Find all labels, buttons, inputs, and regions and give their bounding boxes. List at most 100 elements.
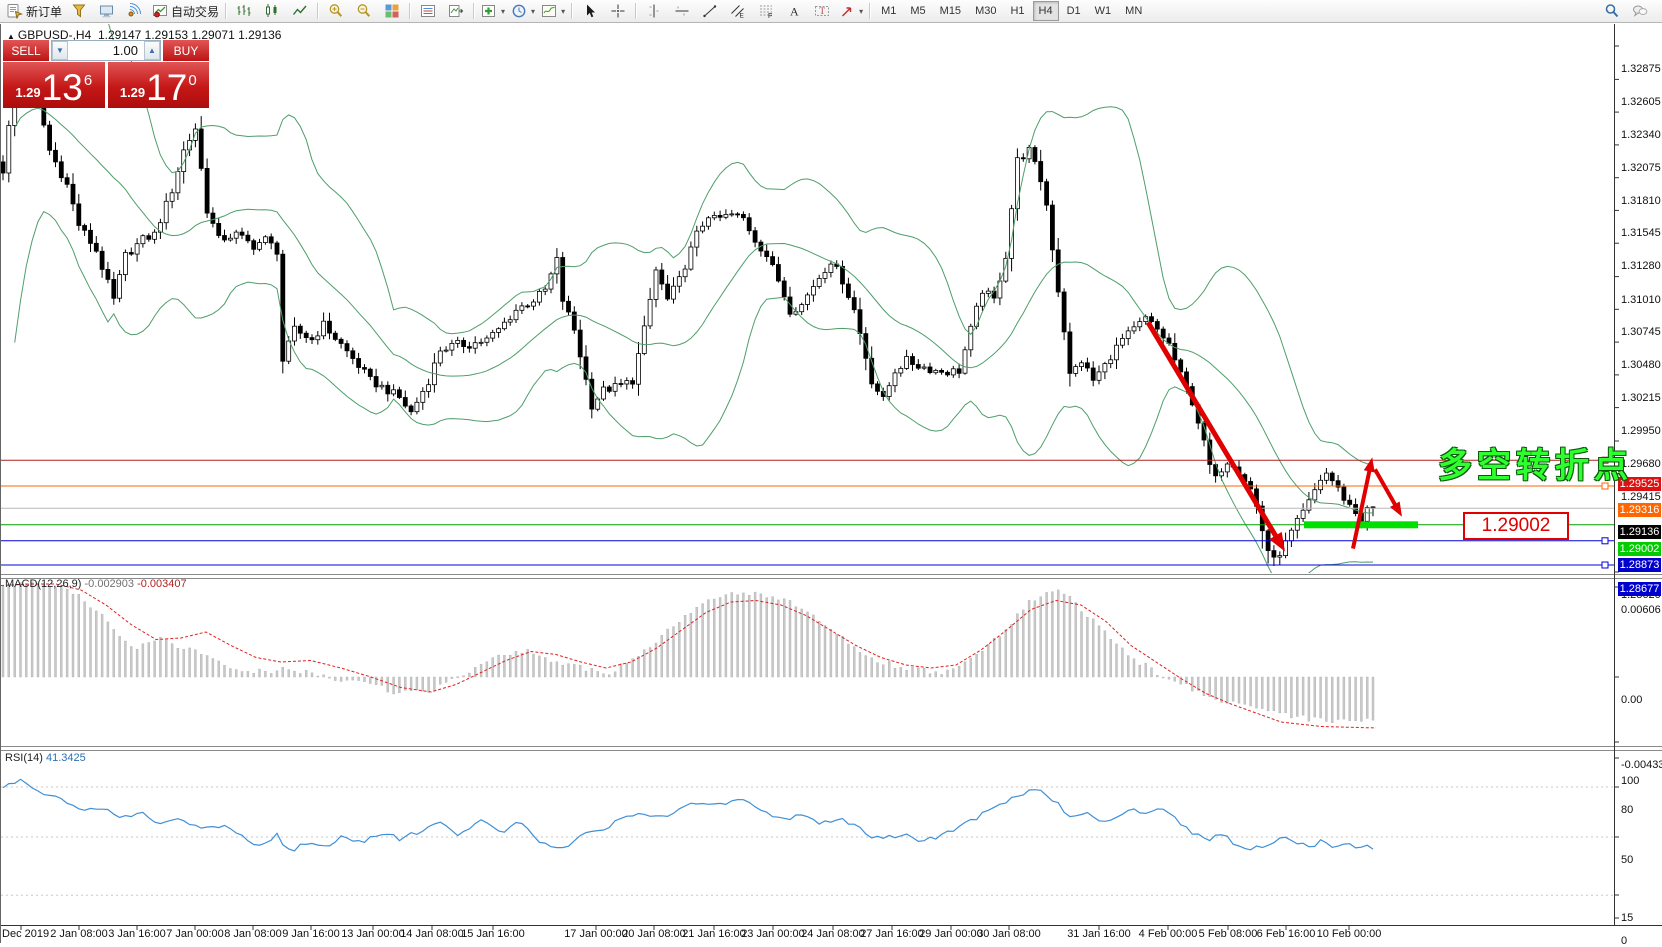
text-tool-button[interactable]: A xyxy=(780,0,808,22)
timeframe-mn-button[interactable]: MN xyxy=(1125,5,1143,17)
toolbar-separator xyxy=(225,3,228,19)
arrows_tool-icon xyxy=(842,7,852,17)
add-indicator-button[interactable]: ▾ xyxy=(478,0,508,22)
price-tick-label: 1.30745 xyxy=(1621,326,1661,339)
timeframe-m30-button[interactable]: M30 xyxy=(975,5,997,17)
search-button[interactable] xyxy=(1598,0,1626,22)
time-axis-label: 1 Dec 2019 xyxy=(0,928,50,940)
macd-signal-value: -0.003407 xyxy=(137,578,187,590)
level-price-badge: 1.29525 xyxy=(1618,477,1661,492)
time-axis-label: 17 Jan 00:00 xyxy=(564,928,628,940)
buy-button[interactable]: BUY xyxy=(163,40,209,61)
macd-main-value: -0.002903 xyxy=(84,578,135,590)
timeframe-w1-button[interactable]: W1 xyxy=(1094,5,1112,17)
zoom_in-icon xyxy=(329,4,343,17)
candle_chart-icon xyxy=(266,4,277,17)
volume-decrease-button[interactable]: ▼ xyxy=(52,41,68,60)
timeframe-h4-button[interactable]: H4 xyxy=(1032,1,1059,21)
timeframe-m5-button[interactable]: M5 xyxy=(910,5,926,17)
toolbar-separator xyxy=(869,3,872,19)
volume-increase-button[interactable]: ▲ xyxy=(144,41,160,60)
equidistant-channel-tool-button[interactable]: E xyxy=(724,0,752,22)
symbol-period-label: GBPUSD-,H4 xyxy=(17,28,92,42)
macd-axis-label: 0.00606 xyxy=(1621,604,1661,616)
templates-button[interactable]: ▾ xyxy=(538,0,568,22)
rsi-axis-label: 15 xyxy=(1621,912,1634,924)
sell-button[interactable]: SELL xyxy=(3,40,49,61)
time-axis-label: 31 Jan 16:00 xyxy=(1067,928,1131,940)
bar-chart-mode-button[interactable] xyxy=(230,0,258,22)
candlestick-mode-button[interactable] xyxy=(258,0,286,22)
time-axis-label: 20 Jan 08:00 xyxy=(622,928,686,940)
cursor-tool-button[interactable] xyxy=(576,0,604,22)
turning-point-annotation[interactable]: 多空转折点 xyxy=(1438,447,1633,485)
price-tick-label: 1.29950 xyxy=(1621,424,1661,437)
bid-big-digits: 13 xyxy=(41,67,83,108)
time-axis-label: 9 Jan 16:00 xyxy=(282,928,340,940)
dropdown-arrow-icon[interactable]: ▾ xyxy=(859,6,864,16)
price-tick-label: 1.32075 xyxy=(1621,161,1661,174)
chat-button[interactable] xyxy=(1626,0,1654,22)
level-price-badge: 1.29316 xyxy=(1618,502,1661,517)
ask-sup-digit: 0 xyxy=(188,72,197,89)
dropdown-arrow-icon[interactable]: ▾ xyxy=(531,6,536,16)
horizontal-line-tool-button[interactable] xyxy=(668,0,696,22)
rsi-value: 41.3425 xyxy=(45,752,86,764)
line-chart-mode-button[interactable] xyxy=(286,0,314,22)
signals-button[interactable] xyxy=(121,0,149,22)
dropdown-arrow-icon[interactable]: ▾ xyxy=(561,6,566,16)
crosshair-tool-button[interactable] xyxy=(604,0,632,22)
text-label-tool-button[interactable]: T xyxy=(808,0,836,22)
chart-canvas[interactable] xyxy=(1,24,1662,943)
level-price-badge: 1.29002 xyxy=(1618,541,1661,556)
time-axis-label: 29 Jan 00:00 xyxy=(919,928,983,940)
periods-button[interactable]: ▾ xyxy=(508,0,538,22)
timeframe-h1-button[interactable]: H1 xyxy=(1010,5,1025,17)
price-tick-label: 1.30215 xyxy=(1621,391,1661,404)
ask-prefix: 1.29 xyxy=(119,85,146,100)
fibonacci-tool-button[interactable]: F xyxy=(752,0,780,22)
support-price-label[interactable]: 1.29002 xyxy=(1463,512,1569,540)
timeframe-m1-button[interactable]: M1 xyxy=(881,5,897,17)
search-icon xyxy=(1605,4,1619,18)
auto-trading-button[interactable]: 自动交易 xyxy=(149,0,222,22)
toolbar-separator xyxy=(571,3,574,19)
price-tick-label: 1.32875 xyxy=(1621,63,1661,75)
time-axis-label: 13 Jan 00:00 xyxy=(341,928,405,940)
price-tick-label: 1.29680 xyxy=(1621,457,1661,470)
toolbar-separator xyxy=(473,3,476,19)
zoom-in-button[interactable] xyxy=(322,0,350,22)
indicator-window-button[interactable] xyxy=(414,0,442,22)
arrows-tool-button[interactable]: ▾ xyxy=(836,0,866,22)
terminal-icon xyxy=(100,5,114,18)
chart-shift-button[interactable] xyxy=(442,0,470,22)
macd-axis-label: -0.004334 xyxy=(1621,759,1662,771)
svg-text:F: F xyxy=(768,13,772,19)
volume-field[interactable]: ▼ 1.00 ▲ xyxy=(51,40,161,61)
open-data-folder-button[interactable] xyxy=(65,0,93,22)
time-axis-label: 3 Jan 16:00 xyxy=(108,928,166,940)
time-axis-label: 21 Jan 16:00 xyxy=(682,928,746,940)
text_label-icon: T xyxy=(815,6,830,16)
macd-indicator-label: MACD(12,26,9) -0.002903 -0.003407 xyxy=(5,578,187,590)
new-order-button[interactable]: 新订单 xyxy=(4,0,65,22)
vertical-line-tool-button[interactable] xyxy=(640,0,668,22)
crosshair-icon xyxy=(611,4,625,18)
dropdown-arrow-icon[interactable]: ▾ xyxy=(501,6,506,16)
bid-price-box[interactable]: 1.29 13 6 xyxy=(3,62,105,108)
tile-windows-button[interactable] xyxy=(378,0,406,22)
zoom-out-button[interactable] xyxy=(350,0,378,22)
timeframe-d1-button[interactable]: D1 xyxy=(1066,5,1081,17)
chat-icon xyxy=(1633,5,1648,17)
chart-window[interactable]: ▲ GBPUSD-,H4 1.29147 1.29153 1.29071 1.29… xyxy=(0,24,1662,947)
toolbar-separator xyxy=(409,3,412,19)
timeframe-m15-button[interactable]: M15 xyxy=(939,5,962,17)
volume-value[interactable]: 1.00 xyxy=(112,43,138,58)
ask-price-box[interactable]: 1.29 17 0 xyxy=(107,62,209,108)
time-axis-label: 2 Jan 08:00 xyxy=(50,928,108,940)
collapse-triangle-icon: ▲ xyxy=(7,32,15,41)
svg-text:A: A xyxy=(790,5,799,19)
terminal-window-button[interactable] xyxy=(93,0,121,22)
ask-big-digits: 17 xyxy=(146,67,188,108)
trendline-tool-button[interactable] xyxy=(696,0,724,22)
